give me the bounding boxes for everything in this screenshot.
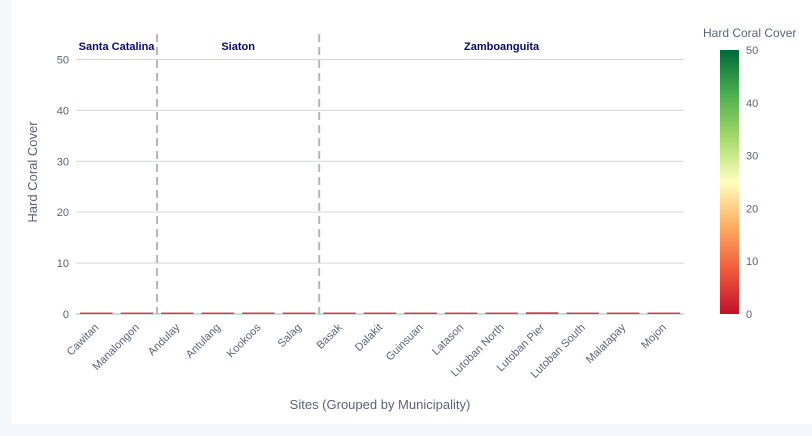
y-axis-title: Hard Coral Cover	[25, 121, 40, 223]
x-tick-label: Antulang	[184, 322, 223, 361]
group-label: Siaton	[221, 41, 255, 53]
bar[interactable]	[201, 312, 235, 315]
bar[interactable]	[404, 312, 437, 315]
x-tick-label: Malatapay	[584, 321, 629, 366]
bar[interactable]	[485, 312, 518, 315]
bar[interactable]	[80, 312, 113, 315]
group-label: Zamboanguita	[464, 41, 540, 53]
colorbar-tick-label: 10	[746, 256, 758, 268]
bars	[80, 312, 680, 314]
y-tick-label: 10	[57, 258, 69, 270]
x-tick-label: Kookoos	[225, 321, 264, 360]
colorbar-tick-label: 40	[746, 98, 758, 110]
bar[interactable]	[323, 312, 356, 315]
colorbar-tick-label: 20	[746, 203, 758, 215]
bar[interactable]	[120, 312, 154, 315]
gridlines	[76, 58, 684, 315]
y-tick-label: 20	[57, 207, 69, 219]
x-tick-label: Basak	[314, 321, 344, 351]
y-tick-label: 40	[57, 105, 69, 117]
y-tick-label: 0	[63, 309, 69, 321]
x-tick-label: Mojon	[639, 322, 669, 352]
x-tick-label: Guinsuan	[384, 322, 426, 364]
bar[interactable]	[363, 312, 397, 315]
group-separators	[156, 34, 321, 314]
x-tick-label: Salag	[276, 322, 304, 350]
bar[interactable]	[444, 312, 478, 315]
colorbar-ticks: 0 10 20 30 40 50	[746, 45, 758, 321]
bar[interactable]	[242, 312, 275, 314]
bar[interactable]	[161, 312, 194, 315]
x-axis-title: Sites (Grouped by Municipality)	[290, 397, 471, 412]
chart-card: 0 10 20 30 40 50 Cawitan Manalongon Andulay Antu…	[12, 0, 812, 424]
colorbar-tick-label: 50	[746, 45, 758, 57]
x-tick-label: Dalakit	[353, 322, 385, 354]
colorbar-tick-label: 0	[746, 309, 752, 321]
bar[interactable]	[606, 312, 640, 315]
group-labels: Santa Catalina Siaton Zamboanguita	[79, 41, 540, 53]
x-tick-label: Andulay	[146, 321, 183, 358]
y-tick-labels: 0 10 20 30 40 50	[57, 54, 69, 321]
bar[interactable]	[647, 312, 680, 315]
bar[interactable]	[525, 312, 559, 314]
y-tick-label: 30	[57, 156, 69, 168]
colorbar-gradient	[720, 50, 739, 314]
colorbar: Hard Coral Cover 0 10 20 30 40 50	[703, 26, 796, 321]
bar[interactable]	[282, 312, 316, 315]
group-label: Santa Catalina	[79, 41, 156, 53]
x-tick-label: Cawitan	[65, 322, 102, 359]
x-tick-label: Latason	[430, 322, 466, 358]
bar[interactable]	[566, 312, 599, 315]
y-tick-label: 50	[57, 54, 69, 66]
colorbar-tick-label: 30	[746, 151, 758, 163]
colorbar-title: Hard Coral Cover	[703, 26, 796, 40]
